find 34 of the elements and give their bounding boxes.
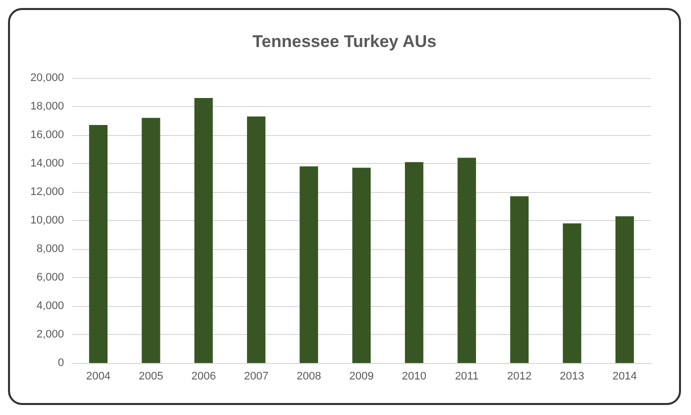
- x-tick-label: 2013: [560, 370, 584, 382]
- bar: [89, 125, 108, 363]
- bar: [300, 166, 318, 363]
- x-tick-label: 2007: [244, 370, 268, 382]
- bar: [458, 158, 476, 363]
- bar: [142, 118, 160, 363]
- x-tick-label: 2006: [191, 370, 216, 382]
- y-tick-label: 0: [58, 357, 64, 369]
- y-tick-label: 12,000: [30, 186, 64, 198]
- bar: [194, 98, 213, 363]
- bar: [562, 223, 582, 363]
- x-tick-label: 2010: [402, 370, 426, 382]
- bar: [615, 216, 634, 363]
- y-tick-label: 4,000: [36, 300, 64, 312]
- x-tick-label: 2014: [612, 370, 637, 382]
- x-tick-label: 2009: [349, 370, 374, 382]
- y-tick-label: 10,000: [30, 214, 64, 226]
- chart-title: Tennessee Turkey AUs: [252, 32, 436, 51]
- y-tick-label: 2,000: [36, 328, 64, 340]
- x-tick-label: 2008: [296, 370, 322, 382]
- y-tick-label: 14,000: [30, 158, 64, 170]
- y-tick-label: 6,000: [36, 272, 64, 284]
- y-tick-label: 8,000: [36, 243, 64, 255]
- x-tick-label: 2005: [138, 370, 164, 382]
- bar: [352, 168, 371, 363]
- bar: [247, 116, 266, 363]
- x-tick-label: 2012: [507, 370, 532, 382]
- y-tick-label: 16,000: [30, 129, 64, 141]
- x-tick-label: 2011: [454, 370, 479, 382]
- bar: [404, 162, 424, 363]
- y-tick-label: 20,000: [30, 72, 64, 84]
- y-tick-label: 18,000: [30, 100, 64, 112]
- bar: [510, 196, 529, 363]
- x-tick-label: 2004: [86, 370, 111, 382]
